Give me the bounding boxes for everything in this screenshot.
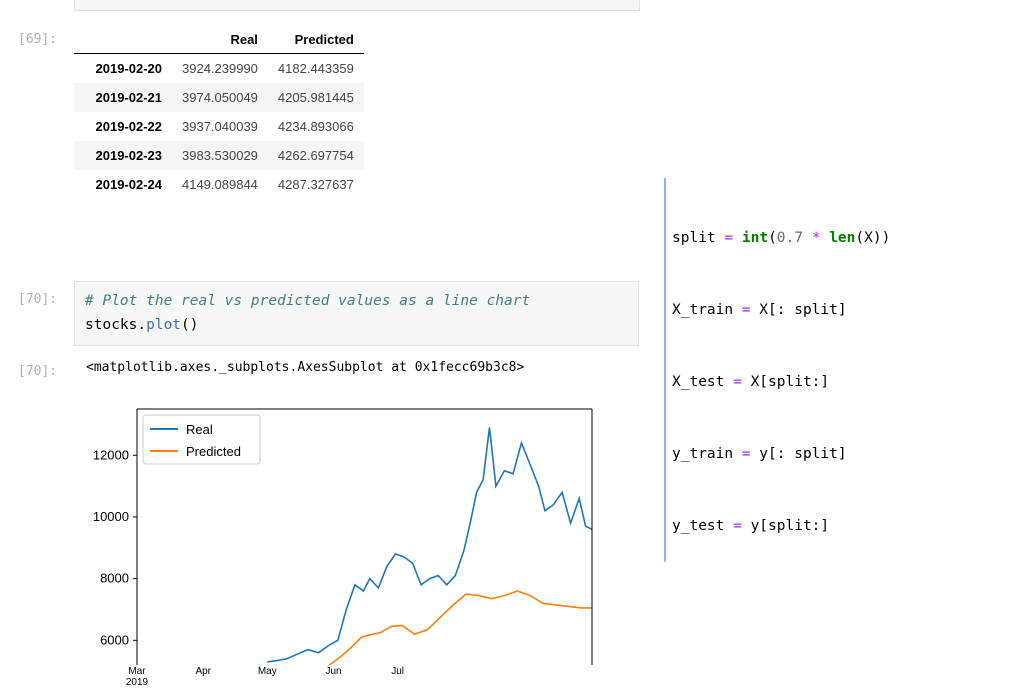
row-index: 2019-02-20 [95, 61, 163, 76]
code-line: X_train = X[: split] [672, 298, 890, 322]
x-tick-sublabel: 2019 [126, 677, 149, 688]
table-header-row: Real Predicted [74, 25, 364, 54]
code-line: X_test = X[split:] [672, 370, 890, 394]
cell-real: 3937.040039 [182, 119, 258, 134]
table-row: 2019-02-23 3983.530029 4262.697754 [74, 141, 364, 170]
code-object: stocks. [85, 317, 147, 333]
y-tick-label: 8000 [100, 571, 129, 586]
cell-predicted: 4205.981445 [277, 90, 354, 105]
code-line-text: y_train = y[: split] [672, 446, 847, 462]
x-tick-label: Mar [128, 666, 146, 677]
cell-real: 3974.050049 [182, 90, 258, 105]
table-row: 2019-02-24 4149.089844 4287.327637 [74, 170, 364, 199]
code-line: split = int(0.7 * len(X)) [672, 226, 890, 250]
code-editor[interactable]: # Plot the real vs predicted values as a… [85, 289, 530, 337]
cell-predicted: 4182.443359 [277, 61, 354, 76]
code-function: plot [146, 317, 182, 333]
table-row: 2019-02-22 3937.040039 4234.893066 [74, 112, 364, 141]
code-line-text: X_test = X[split:] [672, 374, 830, 390]
series-line-predicted [328, 590, 592, 665]
input-prompt-70: [70]: [18, 292, 58, 307]
row-index: 2019-02-21 [95, 90, 163, 105]
index-header [74, 25, 172, 54]
row-index: 2019-02-23 [95, 148, 163, 163]
code-line: y_train = y[: split] [672, 442, 890, 466]
column-header-real: Real [172, 25, 268, 54]
x-tick-label: May [258, 666, 277, 677]
code-cell-70[interactable]: # Plot the real vs predicted values as a… [74, 281, 639, 346]
dataframe-table: Real Predicted 2019-02-20 3924.239990 41… [74, 25, 364, 199]
cell-predicted: 4234.893066 [277, 119, 354, 134]
column-header-predicted: Predicted [267, 25, 364, 54]
row-index: 2019-02-24 [95, 177, 163, 192]
code-line-text: y_test = y[split:] [672, 518, 830, 534]
code-line-text: X_train = X[: split] [672, 302, 847, 318]
code-comment: # Plot the real vs predicted values as a… [85, 293, 531, 309]
cell-predicted: 4287.327637 [277, 177, 354, 192]
output-prompt-69: [69]: [18, 32, 58, 47]
y-tick-label: 12000 [93, 447, 129, 462]
cell-real: 4149.089844 [182, 177, 258, 192]
table-row: 2019-02-21 3974.050049 4205.981445 [74, 83, 364, 112]
side-code-snippet: split = int(0.7 * len(X)) X_train = X[: … [664, 178, 890, 562]
series-line-real [267, 427, 592, 663]
cell-predicted: 4262.697754 [277, 148, 354, 163]
table-row: 2019-02-20 3924.239990 4182.443359 [74, 54, 364, 84]
output-prompt-70: [70]: [18, 364, 58, 379]
legend-label-predicted: Predicted [186, 444, 241, 459]
legend-label-real: Real [186, 422, 213, 437]
row-index: 2019-02-22 [95, 119, 163, 134]
code-line: y_test = y[split:] [672, 514, 890, 538]
y-tick-label: 10000 [93, 509, 129, 524]
x-tick-label: Apr [195, 666, 211, 677]
x-tick-label: Jul [391, 666, 404, 677]
output-repr: <matplotlib.axes._subplots.AxesSubplot a… [86, 360, 525, 375]
cell-real: 3983.530029 [182, 148, 258, 163]
cell-real: 3924.239990 [182, 61, 258, 76]
previous-cell-input[interactable] [74, 0, 640, 11]
code-line-text: split = int(0.7 * len(X)) [672, 230, 891, 246]
code-paren: () [181, 317, 199, 333]
x-tick-label: Jun [325, 666, 341, 677]
y-tick-label: 6000 [100, 632, 129, 647]
